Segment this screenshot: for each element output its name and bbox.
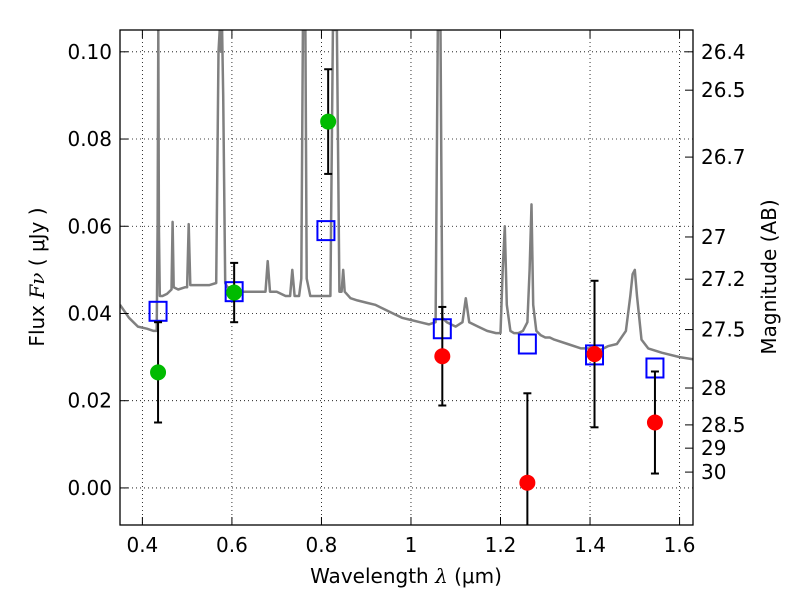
y-tick-label: 0.02 bbox=[67, 389, 112, 413]
mag-tick-label: 26.5 bbox=[701, 78, 746, 102]
model-photometry-point bbox=[316, 220, 336, 242]
y-axis-label: Flux Fν ( μJy ) bbox=[25, 207, 49, 346]
axes: 0.4 0.6 0.8 1 1.2 1.4 1.6 0.00 0.02 0.04 0.06 0.08 0… bbox=[67, 29, 746, 557]
mag-tick-label: 26.4 bbox=[701, 40, 746, 64]
x-tick-label: 1.6 bbox=[664, 533, 696, 557]
near-infrared-observations-point bbox=[434, 348, 451, 365]
y-tick-label: 0.10 bbox=[67, 40, 112, 64]
optical-observations-point bbox=[226, 284, 243, 301]
plot-background bbox=[120, 30, 693, 525]
mag-tick-label: 26.7 bbox=[701, 145, 746, 169]
x-tick-label: 1.2 bbox=[485, 533, 517, 557]
near-infrared-observations-point bbox=[646, 414, 663, 431]
x-tick-label: 1.4 bbox=[574, 533, 606, 557]
near-infrared-observations-point bbox=[519, 474, 536, 491]
x-tick-label: 0.6 bbox=[216, 533, 248, 557]
model-photometry-point bbox=[517, 333, 537, 355]
mag-tick-label: 29 bbox=[701, 436, 726, 460]
y-tick-label: 0.00 bbox=[67, 476, 112, 500]
right-axis-label: Magnitude (AB) bbox=[757, 199, 781, 354]
optical-observations-point bbox=[320, 113, 337, 130]
y-tick-label: 0.08 bbox=[67, 127, 112, 151]
mag-tick-label: 27 bbox=[701, 225, 726, 249]
x-tick-label: 1 bbox=[405, 533, 418, 557]
x-tick-label: 0.4 bbox=[126, 533, 158, 557]
mag-tick-label: 27.5 bbox=[701, 318, 746, 342]
mag-tick-label: 28 bbox=[701, 376, 726, 400]
SED-model-spectrum-line bbox=[120, 30, 693, 361]
x-axis-label: Wavelength λ (μm) bbox=[310, 564, 502, 588]
y-tick-label: 0.04 bbox=[67, 301, 112, 325]
plot-area bbox=[120, 30, 693, 525]
near-infrared-observations-point bbox=[586, 346, 603, 363]
mag-tick-label: 27.2 bbox=[701, 267, 746, 291]
mag-tick-label: 30 bbox=[701, 460, 726, 484]
plot-frame bbox=[119, 29, 694, 526]
grid bbox=[120, 30, 693, 525]
model-photometry-point bbox=[148, 300, 168, 322]
mag-tick-label: 28.5 bbox=[701, 413, 746, 437]
y-tick-label: 0.06 bbox=[67, 214, 112, 238]
optical-observations-point bbox=[150, 364, 167, 381]
x-tick-label: 0.8 bbox=[306, 533, 338, 557]
